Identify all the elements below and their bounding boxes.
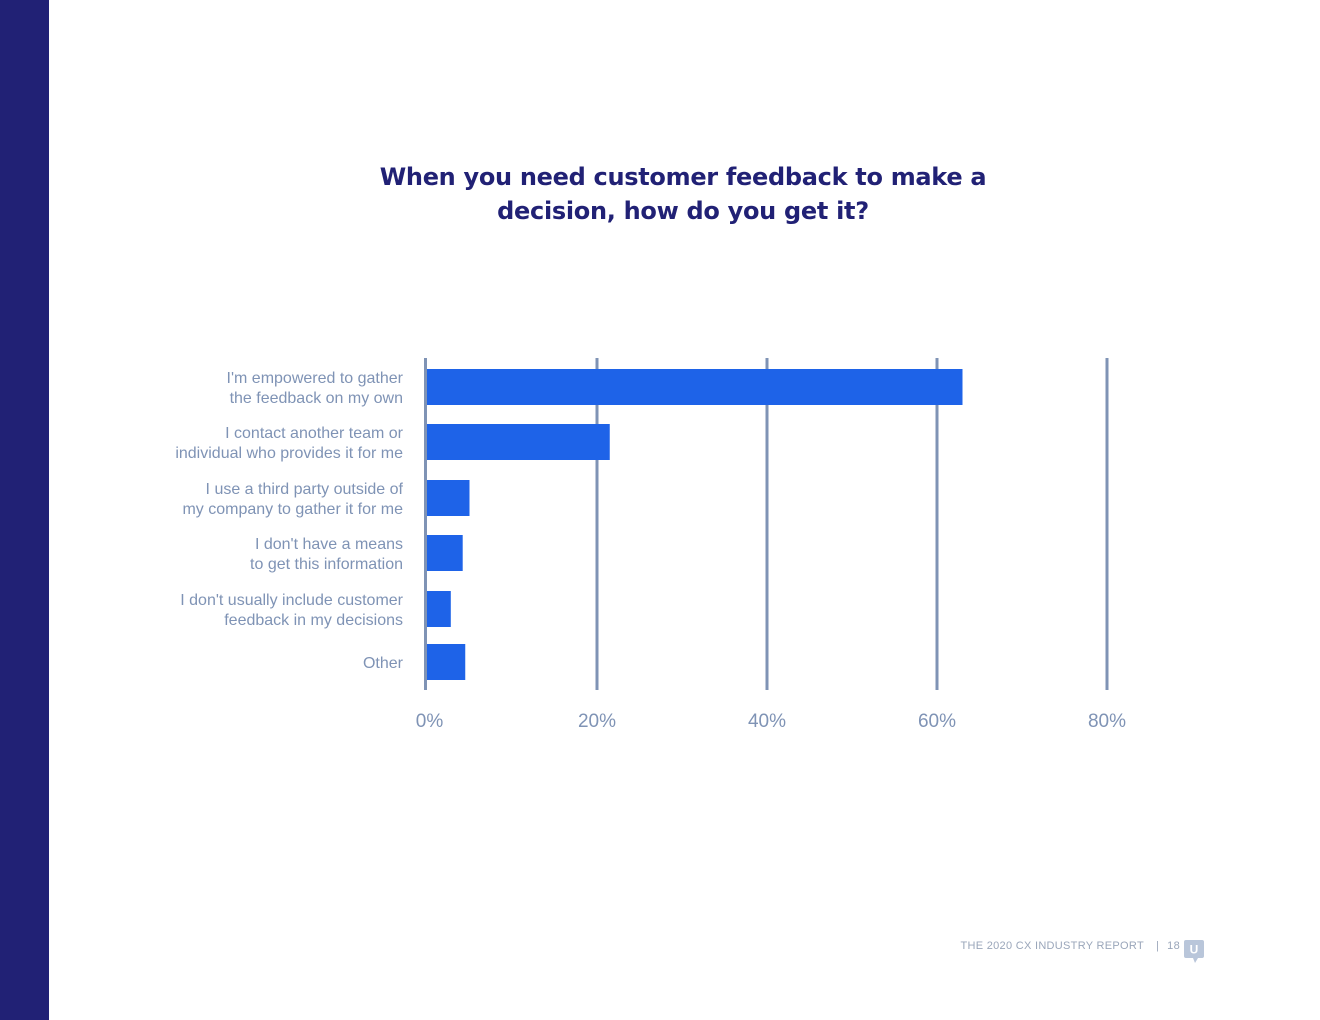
page-number: 18	[1167, 940, 1180, 952]
x-tick-label: 60%	[918, 711, 956, 732]
logo-letter: U	[1190, 943, 1199, 957]
bar	[427, 369, 963, 405]
category-label: I don't usually include customer	[180, 592, 403, 609]
chart-title: When you need customer feedback to make …	[360, 160, 1006, 228]
x-tick-label: 80%	[1088, 711, 1126, 732]
bar	[427, 424, 610, 460]
bar	[427, 480, 470, 516]
x-tick-label: 40%	[748, 711, 786, 732]
page-footer: THE 2020 CX INDUSTRY REPORT | 18	[900, 940, 1180, 952]
chart-title-line-1: When you need customer feedback to make …	[379, 163, 987, 191]
category-label: individual who provides it for me	[175, 445, 403, 462]
x-tick-label: 0%	[416, 711, 444, 732]
category-label: I use a third party outside of	[206, 481, 404, 498]
category-label: my company to gather it for me	[182, 501, 403, 518]
chart-title-line-2: decision, how do you get it?	[497, 197, 869, 225]
category-label: feedback in my decisions	[224, 612, 403, 629]
brand-logo-icon: U	[1184, 940, 1204, 963]
bar	[427, 591, 451, 627]
bar	[427, 644, 466, 680]
side-accent-bar	[0, 0, 49, 1020]
footer-separator: |	[1155, 940, 1160, 952]
category-label: I contact another team or	[225, 425, 404, 442]
category-label: the feedback on my own	[230, 390, 403, 407]
bar	[427, 535, 463, 571]
x-tick-label: 20%	[578, 711, 616, 732]
report-name: THE 2020 CX INDUSTRY REPORT	[960, 940, 1144, 952]
category-label: to get this information	[250, 556, 403, 573]
category-label: I don't have a means	[255, 536, 403, 553]
category-label: I'm empowered to gather	[227, 370, 404, 387]
category-label: Other	[363, 655, 404, 672]
